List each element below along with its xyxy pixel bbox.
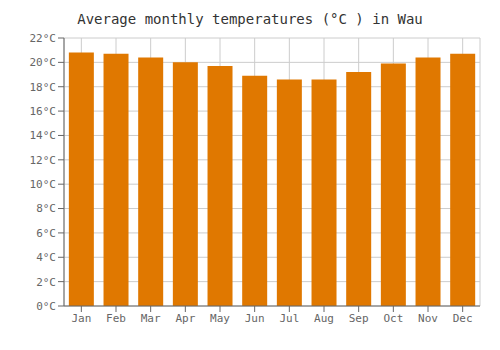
svg-text:Jul: Jul [279, 312, 299, 325]
svg-text:2°C: 2°C [36, 276, 56, 289]
svg-text:18°C: 18°C [30, 81, 57, 94]
svg-text:10°C: 10°C [30, 178, 57, 191]
svg-text:Jan: Jan [71, 312, 91, 325]
svg-text:Sep: Sep [349, 312, 369, 325]
svg-text:8°C: 8°C [36, 202, 56, 215]
svg-text:0°C: 0°C [36, 300, 56, 313]
svg-text:Dec: Dec [453, 312, 473, 325]
svg-text:Jun: Jun [245, 312, 265, 325]
svg-text:20°C: 20°C [30, 56, 57, 69]
svg-text:16°C: 16°C [30, 105, 57, 118]
svg-text:Nov: Nov [418, 312, 438, 325]
svg-text:22°C: 22°C [30, 32, 57, 45]
svg-text:4°C: 4°C [36, 251, 56, 264]
svg-text:12°C: 12°C [30, 154, 57, 167]
svg-text:Apr: Apr [175, 312, 195, 325]
svg-text:May: May [210, 312, 230, 325]
svg-text:Oct: Oct [383, 312, 403, 325]
svg-text:Aug: Aug [314, 312, 334, 325]
svg-text:Feb: Feb [106, 312, 126, 325]
html-text:Average monthly temperatures (: Average monthly temperatures (°C ) in Wa… [77, 11, 423, 27]
svg-text:Mar: Mar [141, 312, 161, 325]
svg-text:14°C: 14°C [30, 129, 57, 142]
svg-text:6°C: 6°C [36, 227, 56, 240]
